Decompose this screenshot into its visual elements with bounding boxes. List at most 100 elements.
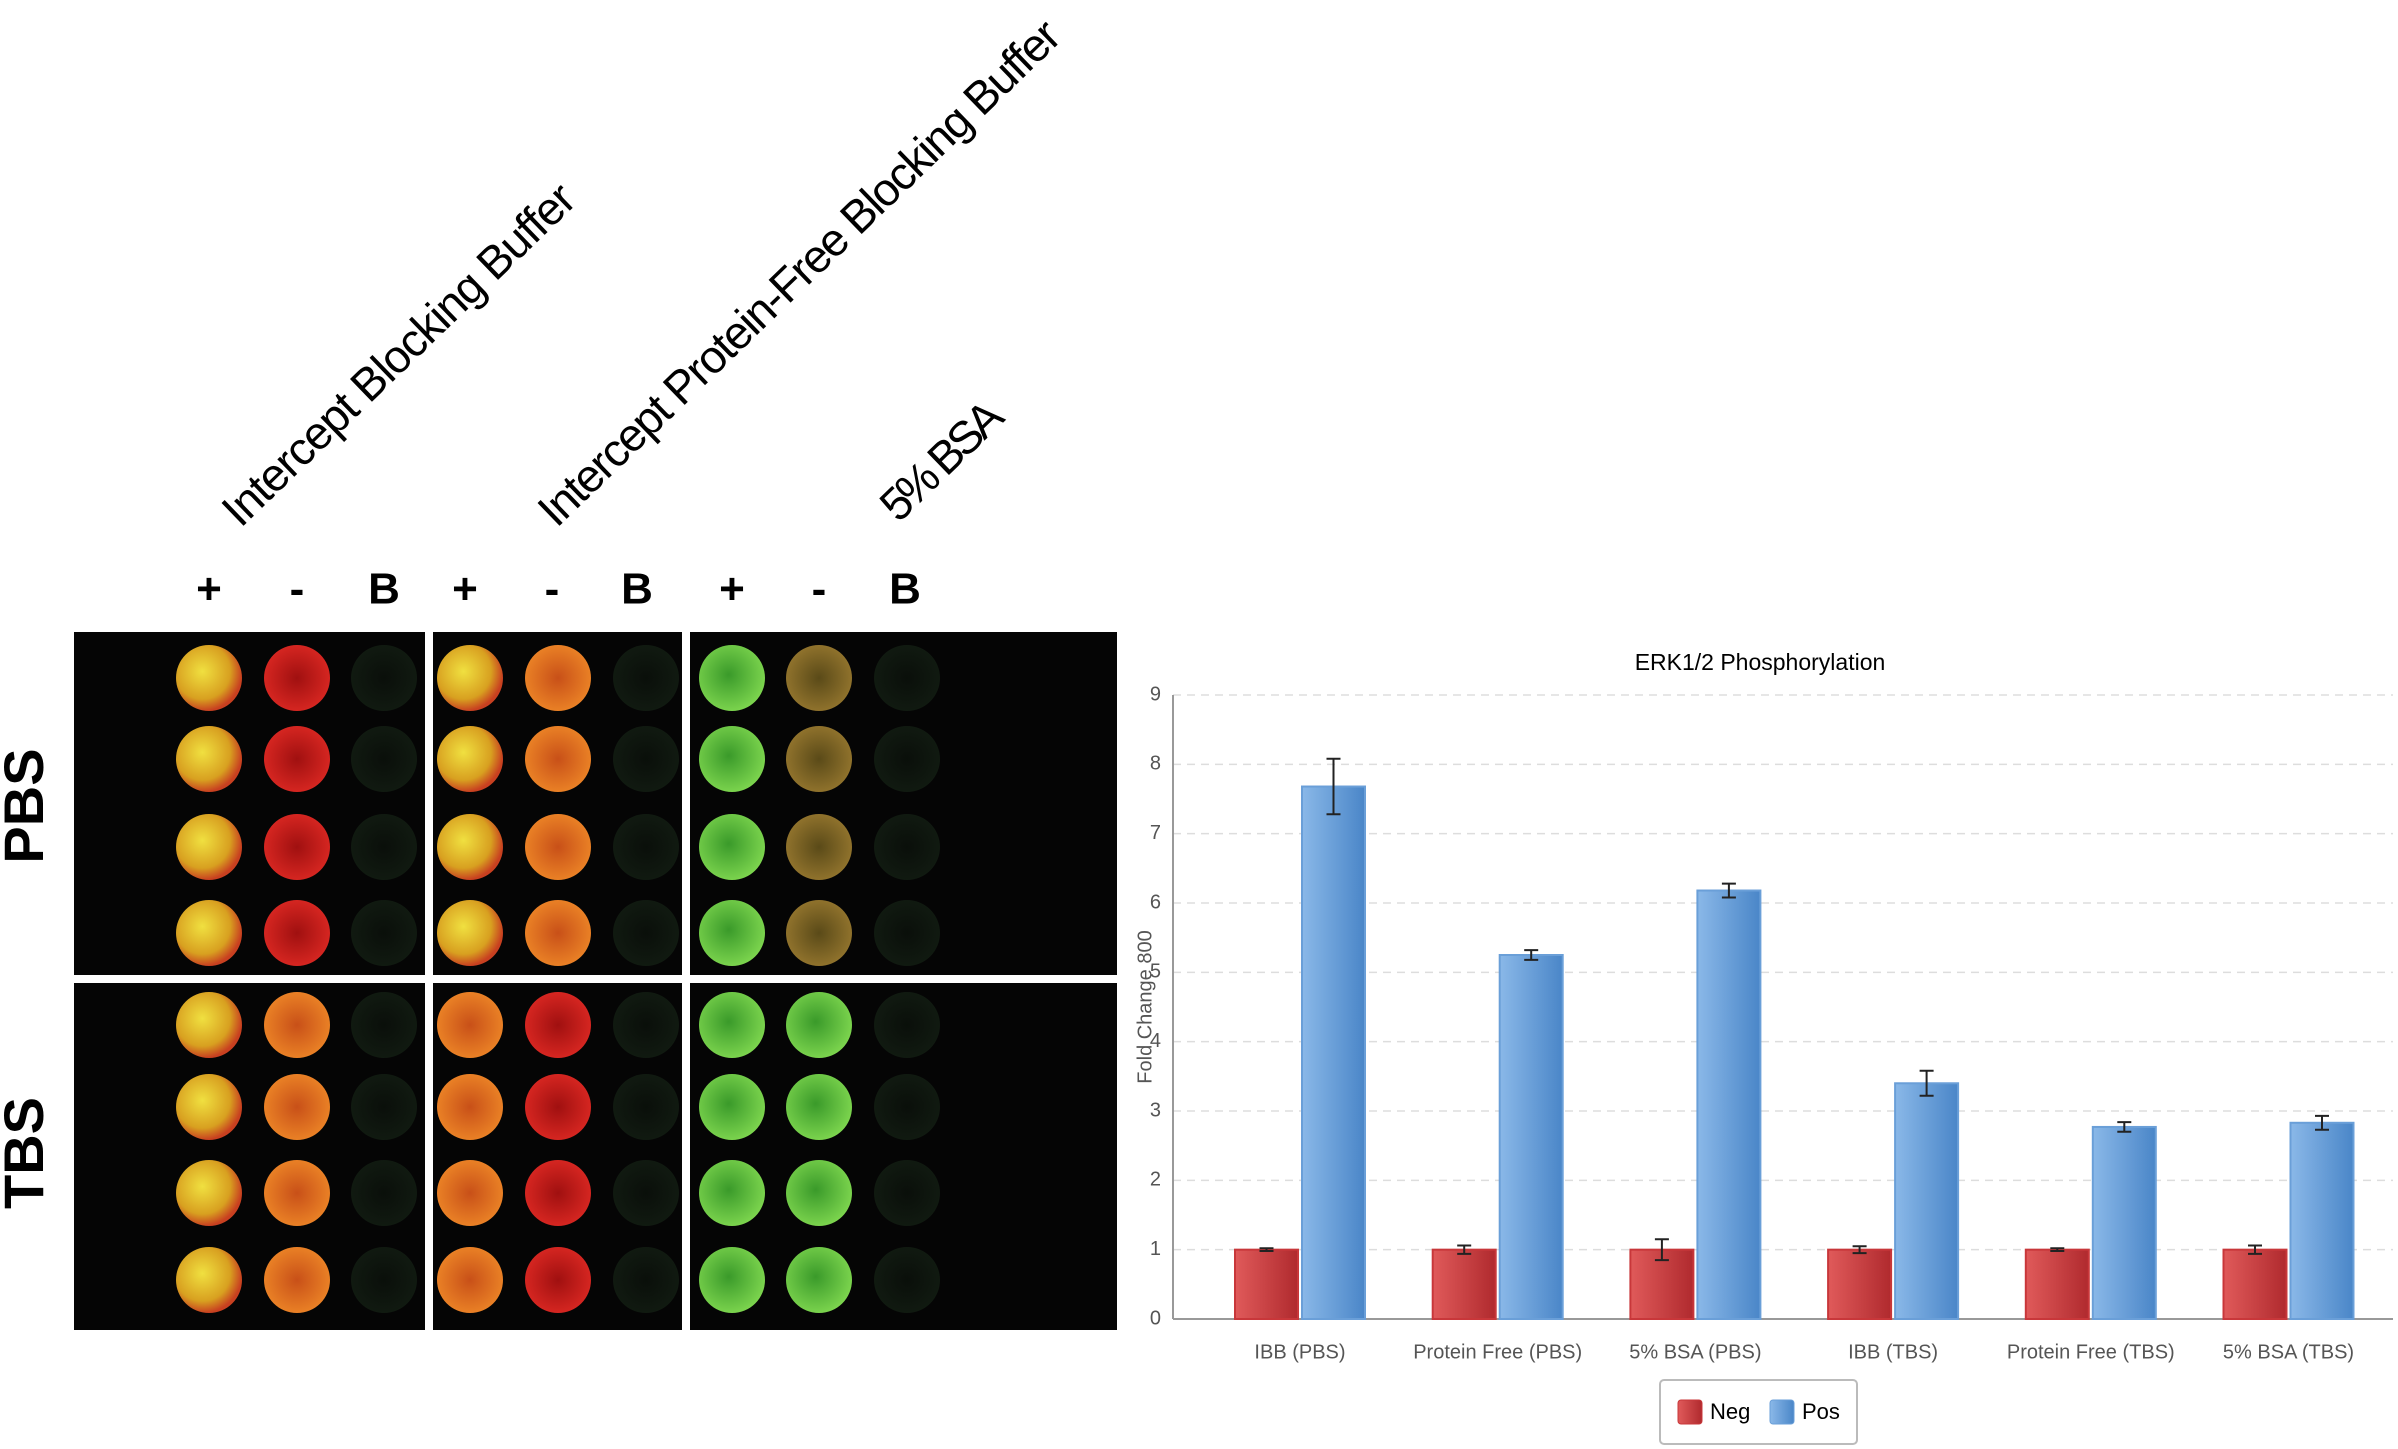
lane-label: B <box>889 565 921 614</box>
y-tick-label: 5 <box>1150 961 1161 983</box>
well <box>264 726 330 792</box>
lane-label: B <box>621 565 653 614</box>
legend-swatch <box>1677 1399 1703 1425</box>
well <box>351 900 417 966</box>
row-label: TBS <box>0 1097 55 1209</box>
error-bar <box>1259 1247 1274 1253</box>
well <box>874 1160 940 1226</box>
well <box>613 900 679 966</box>
well <box>613 1247 679 1313</box>
error-bar <box>1919 1069 1934 1097</box>
legend-label: Neg <box>1710 1399 1750 1424</box>
well <box>437 1074 503 1140</box>
x-tick-label: 5% BSA (TBS) <box>2223 1341 2354 1363</box>
x-tick-label: IBB (PBS) <box>1254 1341 1345 1363</box>
error-bar <box>2315 1114 2329 1131</box>
bar <box>1894 1082 1960 1321</box>
error-bar <box>1326 757 1341 816</box>
well <box>786 1247 852 1313</box>
row-label: PBS <box>0 748 55 863</box>
lane-label: - <box>812 565 827 614</box>
well <box>176 1160 242 1226</box>
bar <box>2222 1248 2288 1320</box>
well <box>613 992 679 1058</box>
lane-label: + <box>196 565 222 614</box>
well <box>437 992 503 1058</box>
well <box>699 726 765 792</box>
lane-label: + <box>719 565 745 614</box>
well <box>264 992 330 1058</box>
error-bar <box>1654 1238 1669 1262</box>
lane-label: - <box>290 565 305 614</box>
well <box>613 1074 679 1140</box>
well <box>264 1247 330 1313</box>
well <box>786 645 852 711</box>
bar <box>2091 1125 2157 1320</box>
bar <box>1234 1248 1299 1320</box>
well <box>699 814 765 880</box>
error-bar <box>1721 882 1736 899</box>
well <box>176 900 242 966</box>
error-bar <box>2117 1121 2132 1133</box>
well <box>613 645 679 711</box>
x-tick-label: IBB (TBS) <box>1848 1341 1938 1363</box>
well <box>437 645 503 711</box>
well <box>525 1074 591 1140</box>
x-tick-label: 5% BSA (PBS) <box>1629 1341 1761 1363</box>
well <box>525 900 591 966</box>
bar <box>1696 889 1762 1321</box>
bar <box>1431 1248 1497 1320</box>
y-tick-label: 9 <box>1150 683 1161 705</box>
well <box>874 814 940 880</box>
error-bar <box>1524 949 1539 961</box>
well <box>437 900 503 966</box>
well <box>699 900 765 966</box>
well <box>525 726 591 792</box>
well <box>874 1247 940 1313</box>
well <box>351 726 417 792</box>
well <box>613 814 679 880</box>
well <box>699 645 765 711</box>
well <box>351 1247 417 1313</box>
bar <box>1498 954 1564 1320</box>
well <box>176 1247 242 1313</box>
well <box>699 1247 765 1313</box>
well <box>525 814 591 880</box>
bar <box>1301 785 1366 1320</box>
legend <box>1659 1379 1858 1445</box>
error-bar <box>2248 1244 2262 1255</box>
bar <box>1629 1248 1695 1320</box>
well <box>264 1074 330 1140</box>
y-tick-label: 6 <box>1150 891 1161 913</box>
well <box>699 1074 765 1140</box>
well <box>176 992 242 1058</box>
bar <box>2289 1121 2355 1320</box>
x-tick-label: Protein Free (PBS) <box>1413 1341 1582 1363</box>
well <box>437 814 503 880</box>
lane-label: - <box>545 565 560 614</box>
y-tick-label: 3 <box>1150 1099 1161 1121</box>
well <box>437 726 503 792</box>
well <box>874 992 940 1058</box>
well <box>264 645 330 711</box>
legend-label: Pos <box>1802 1399 1840 1424</box>
well <box>264 1160 330 1226</box>
error-bar <box>2050 1247 2065 1253</box>
well <box>786 900 852 966</box>
well <box>351 1074 417 1140</box>
well <box>699 1160 765 1226</box>
well <box>525 645 591 711</box>
group-label: 5% BSA <box>869 389 1013 531</box>
bar <box>2024 1248 2090 1320</box>
well <box>874 726 940 792</box>
well <box>176 814 242 880</box>
well <box>525 992 591 1058</box>
legend-swatch <box>1769 1399 1795 1425</box>
well <box>874 645 940 711</box>
well <box>786 992 852 1058</box>
y-tick-label: 1 <box>1150 1238 1161 1260</box>
well <box>437 1247 503 1313</box>
well <box>264 814 330 880</box>
well <box>613 726 679 792</box>
